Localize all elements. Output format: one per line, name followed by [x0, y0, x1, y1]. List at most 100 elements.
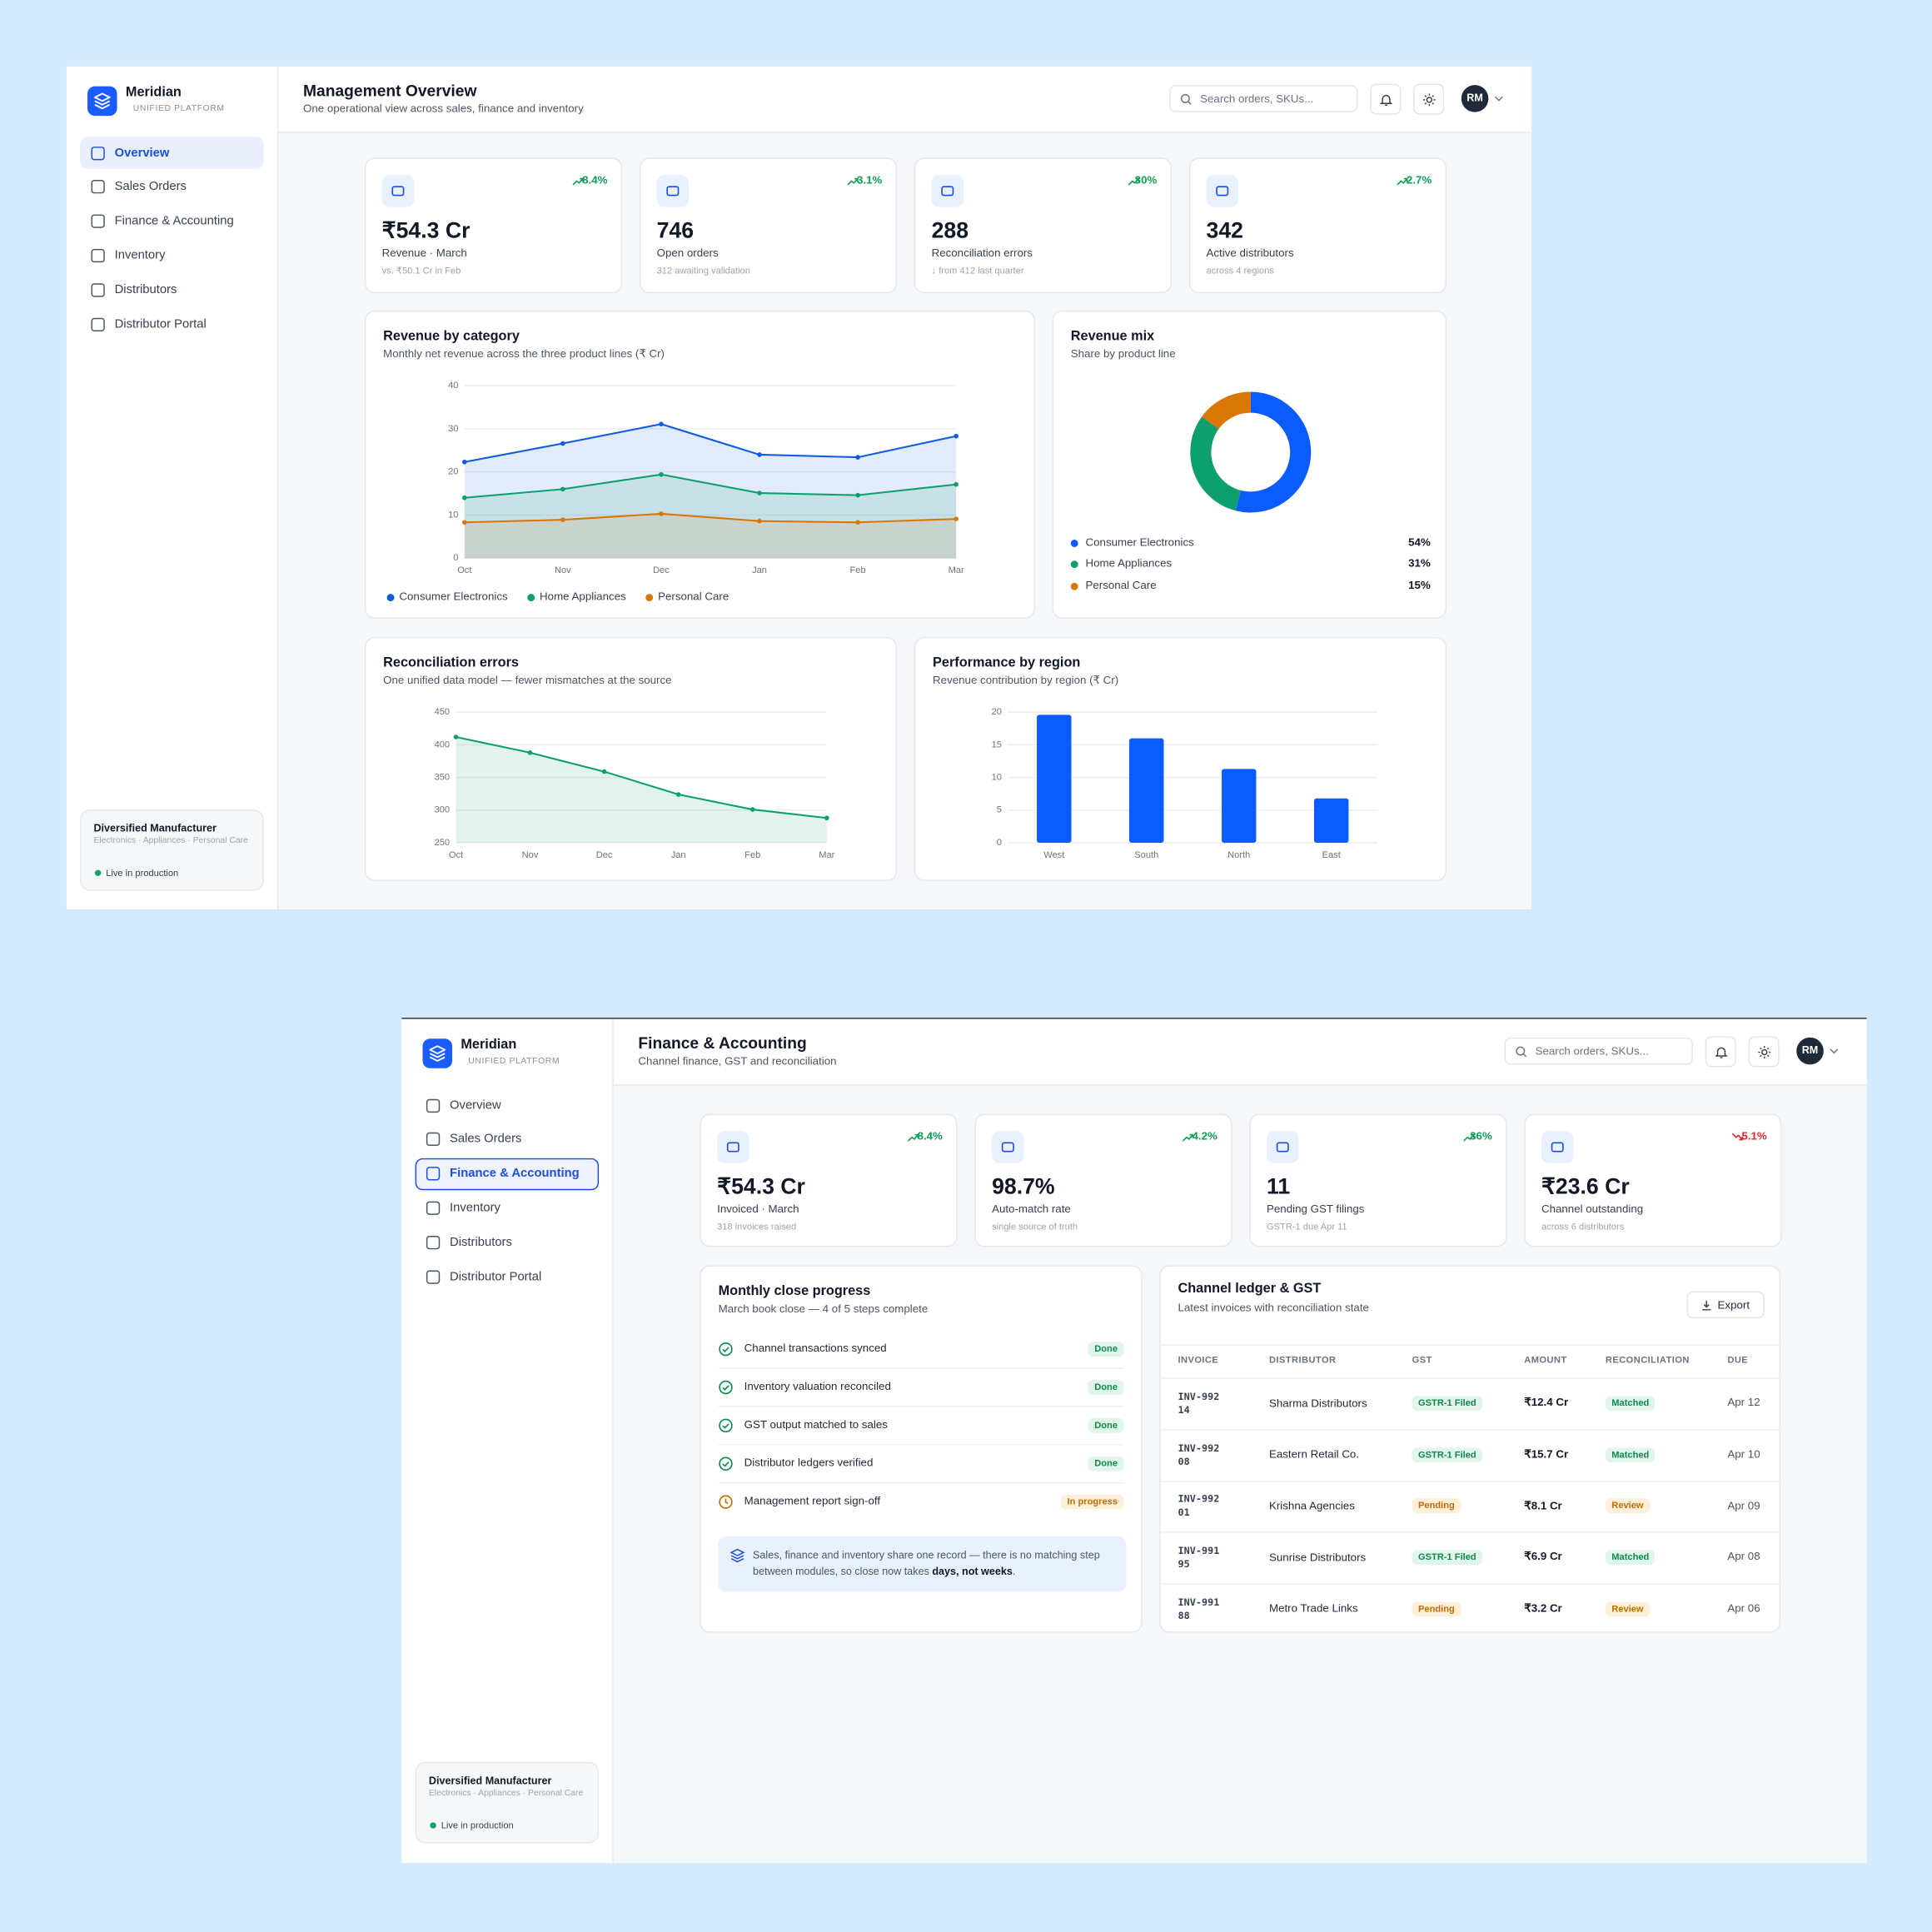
icon	[91, 282, 105, 297]
nav-item[interactable]: Overview	[450, 1098, 501, 1113]
brand-tagline: UNIFIED PLATFORM	[132, 105, 225, 114]
bar	[1313, 798, 1349, 844]
kpi-glyph	[666, 186, 680, 197]
column-header: INVOICE	[1178, 1354, 1219, 1366]
column-header: GST	[1412, 1354, 1432, 1366]
nav-icon	[426, 1201, 441, 1215]
y-tick-label: 40	[448, 381, 458, 391]
x-tick-label: West	[1043, 850, 1064, 860]
search-icon	[1188, 101, 1192, 105]
nav-item[interactable]: Distributor Portal	[450, 1269, 542, 1283]
bell-icon	[1715, 1047, 1728, 1058]
bar	[1129, 738, 1164, 844]
sidebar: Meridian UNIFIED PLATFORM Overview Sales Or…	[401, 1018, 614, 1864]
nav-item[interactable]: Finance & Accounting	[114, 214, 234, 228]
page-subtitle: One operational view across sales, finan…	[302, 102, 584, 115]
nav-icon	[426, 1098, 441, 1113]
icon	[719, 1418, 733, 1433]
nav-item[interactable]: Distributors	[114, 282, 177, 297]
nav-item[interactable]: Overview	[114, 146, 170, 160]
point	[675, 792, 681, 797]
kpi-value: 342	[1206, 218, 1243, 243]
nav-active	[80, 137, 264, 169]
step-icon	[724, 1498, 729, 1505]
nav-item[interactable]: Inventory	[450, 1201, 500, 1215]
kpi-label: Invoiced · March	[717, 1203, 799, 1216]
brand-name: Meridian	[461, 1037, 517, 1053]
kpi-card: 3.1% 746 Open orders 312 awaiting validatio…	[639, 157, 898, 294]
point	[659, 421, 664, 427]
point	[954, 481, 959, 487]
icon	[1516, 1046, 1527, 1058]
due-date: Apr 12	[1727, 1396, 1760, 1409]
header: Finance & Accounting Channel finance, GST…	[613, 1018, 1867, 1086]
kpi-glyph	[1001, 1142, 1014, 1153]
nav-item[interactable]: Distributor Portal	[114, 316, 207, 331]
area	[464, 513, 957, 559]
x-tick-label: Feb	[850, 565, 866, 575]
legend-label: Personal Care	[1085, 579, 1157, 592]
gst-status: GSTR-1 Filed	[1412, 1550, 1483, 1566]
nav-item[interactable]: Sales Orders	[450, 1133, 522, 1147]
icon	[91, 316, 105, 331]
step-icon	[719, 1456, 733, 1471]
workspace-title: Diversified Manufacturer	[428, 1775, 552, 1788]
y-tick-label: 15	[992, 739, 1002, 749]
nav-icon	[91, 180, 105, 194]
area	[456, 737, 827, 844]
point	[757, 490, 762, 495]
workspace-card: Diversified Manufacturer Electronics · Ap…	[80, 809, 264, 891]
y-tick-label: 0	[453, 553, 458, 563]
icon	[91, 180, 105, 194]
search-box[interactable]: Search orders, SKUs...	[1504, 1037, 1693, 1065]
point	[824, 815, 829, 821]
column-header: RECONCILIATION	[1605, 1354, 1690, 1366]
chart-card: Reconciliation errors One unified data mo…	[364, 636, 898, 881]
theme-button[interactable]	[1748, 1036, 1780, 1068]
theme-button[interactable]	[1413, 83, 1445, 115]
recon-status: Review	[1605, 1601, 1650, 1616]
trend-arrow	[1732, 1133, 1744, 1141]
nav-icon	[426, 1235, 441, 1249]
bell-button[interactable]	[1370, 83, 1402, 115]
brand-name: Meridian	[125, 84, 182, 100]
nav-active	[415, 1158, 600, 1190]
nav-item[interactable]: Sales Orders	[114, 180, 187, 194]
sun-icon	[1761, 1048, 1768, 1056]
invoice-id: INV-99214	[1178, 1391, 1220, 1417]
nav-item[interactable]: Finance & Accounting	[450, 1167, 580, 1181]
avatar[interactable]: RM	[1796, 1037, 1824, 1065]
chart-subtitle: Share by product line	[1070, 347, 1176, 361]
gst-status: Pending	[1412, 1498, 1461, 1514]
nav-item[interactable]: Inventory	[114, 248, 166, 262]
kpi-icon	[1206, 175, 1238, 207]
step-icon	[719, 1342, 733, 1357]
recon-status: Review	[1605, 1498, 1650, 1514]
icon	[1758, 1046, 1771, 1058]
search-box[interactable]: Search orders, SKUs...	[1169, 85, 1358, 112]
kpi-glyph	[391, 186, 405, 197]
icon	[93, 92, 111, 110]
divider	[1160, 1531, 1780, 1534]
x-tick-label: Nov	[555, 565, 571, 575]
point	[453, 734, 459, 739]
step-status: Done	[1088, 1418, 1124, 1433]
bell-button[interactable]	[1705, 1036, 1736, 1068]
kpi-label: Pending GST filings	[1267, 1203, 1365, 1216]
export-button[interactable]: Export	[1686, 1291, 1765, 1319]
due-date: Apr 06	[1727, 1601, 1760, 1615]
legend-label: Consumer Electronics	[399, 590, 508, 603]
avatar[interactable]: RM	[1461, 85, 1489, 112]
kpi-value: 11	[1267, 1174, 1291, 1200]
workspace-card: Diversified Manufacturer Electronics · Ap…	[415, 1761, 600, 1844]
kpi-note: GSTR-1 due Apr 11	[1267, 1221, 1347, 1232]
status-dot	[94, 869, 102, 876]
kpi-label: Reconciliation errors	[931, 246, 1033, 259]
divider	[1160, 1344, 1780, 1346]
point	[757, 518, 762, 524]
point	[855, 455, 860, 460]
kpi-label: Open orders	[656, 246, 719, 259]
x-tick-label: Oct	[449, 850, 463, 860]
nav-item[interactable]: Distributors	[450, 1235, 512, 1249]
sun-icon	[1426, 97, 1433, 103]
